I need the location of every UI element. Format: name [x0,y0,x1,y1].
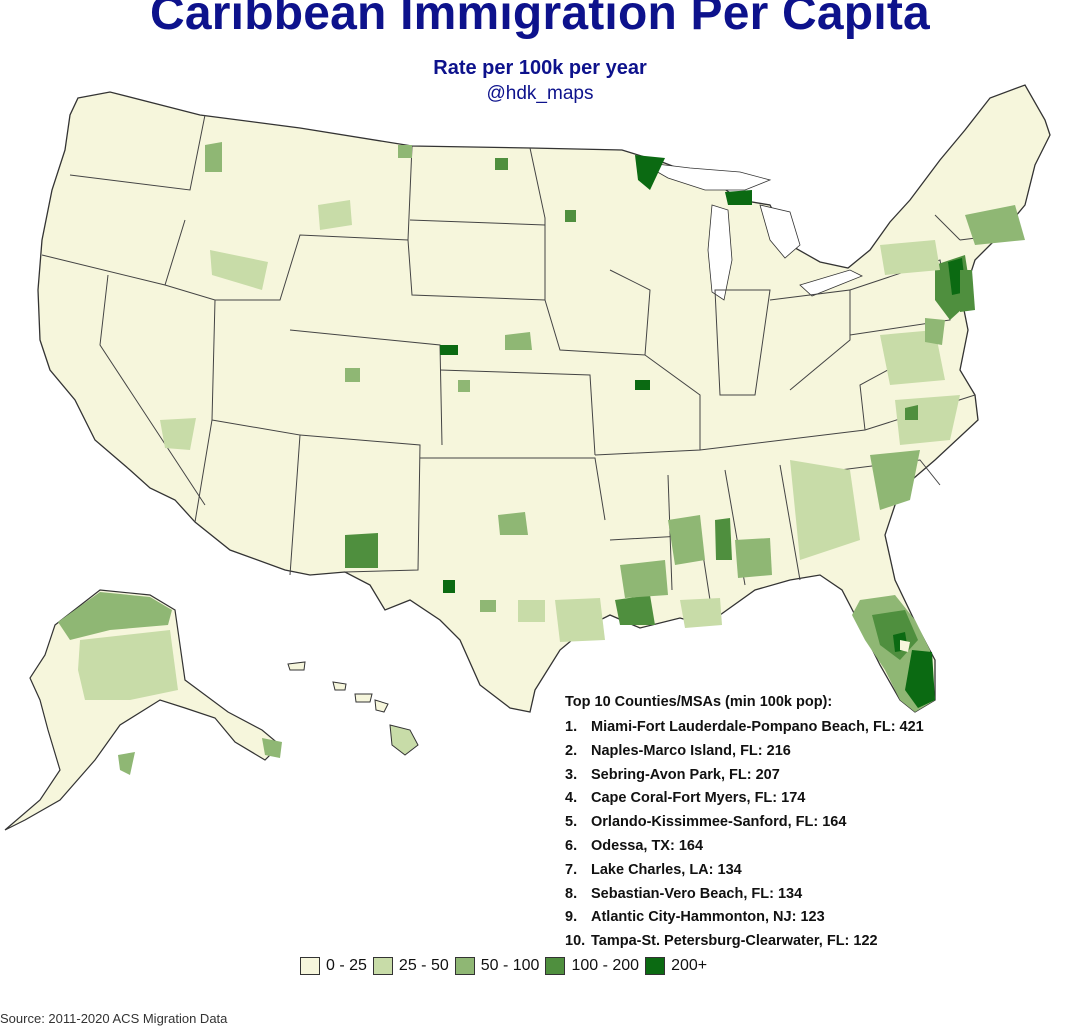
msa-entry: Odessa, TX: 164 [591,837,704,854]
legend-item: 200+ [645,957,707,975]
msa-entry: Cape Coral-Fort Myers, FL: 174 [591,790,806,807]
list-item: 2. Naples-Marco Island, FL: 216 [565,740,985,764]
alaska-kodiak [118,752,135,775]
source-note: Source: 2011-2020 ACS Migration Data [0,1011,228,1026]
msa-entry: Atlantic City-Hammonton, NJ: 123 [591,909,825,926]
county-shading [160,142,1025,712]
top-ten-list: 1. Miami-Fort Lauderdale-Pompano Beach, F… [565,716,985,954]
alaska-land [4,589,281,831]
lake-superior [639,161,772,191]
legend-swatch [454,957,475,975]
msa-entry: Orlando-Kissimmee-Sanford, FL: 164 [591,814,847,831]
list-item: 3. Sebring-Avon Park, FL: 207 [565,764,985,788]
state-borders [41,114,1011,601]
legend-item: 100 - 200 [545,957,639,975]
list-item: 6. Odessa, TX: 164 [565,835,985,859]
map-subtitle: Rate per 100k per year [433,57,647,79]
list-item: 7. Lake Charles, LA: 134 [565,859,985,883]
rank-number: 7. [565,861,578,878]
top-ten-panel: Top 10 Counties/MSAs (min 100k pop): 1. M… [565,692,985,954]
lake-huron [759,204,801,259]
list-item: 10. Tampa-St. Petersburg-Clearwater, FL: … [565,930,985,954]
rank-number: 5. [565,814,578,831]
legend-label: 0 - 25 [326,957,367,974]
map-legend: 0 - 25 25 - 50 50 - 100 100 - 200 200+ [300,955,713,977]
legend-item: 0 - 25 [300,957,367,975]
legend-label: 25 - 50 [398,957,449,974]
list-item: 8. Sebastian-Vero Beach, FL: 134 [565,883,985,907]
legend-item: 50 - 100 [454,957,540,975]
author-handle: @hdk_maps [486,83,594,104]
msa-entry: Miami-Fort Lauderdale-Pompano Beach, FL:… [591,719,924,735]
rank-number: 9. [565,909,578,926]
alaska-north-slope [58,592,172,640]
rank-number: 2. [565,742,578,759]
rank-number: 3. [565,766,578,783]
list-item: 5. Orlando-Kissimmee-Sanford, FL: 164 [565,811,985,835]
list-item: 4. Cape Coral-Fort Myers, FL: 174 [565,787,985,811]
list-item: 1. Miami-Fort Lauderdale-Pompano Beach, F… [565,716,985,740]
list-item: 9. Atlantic City-Hammonton, NJ: 123 [565,906,985,930]
map-title: Caribbean Immigration Per Capita [150,0,930,40]
msa-entry: Tampa-St. Petersburg-Clearwater, FL: 122 [591,933,878,950]
legend-swatch [372,957,393,975]
lake-erie [799,269,863,297]
msa-entry: Sebastian-Vero Beach, FL: 134 [591,885,803,902]
alaska-juneau [262,738,282,758]
legend-item: 25 - 50 [372,957,449,975]
rank-number: 1. [565,719,578,735]
rank-number: 8. [565,885,578,902]
legend-swatch [300,957,320,975]
legend-swatch [545,957,566,975]
hawaii-islands [287,661,419,756]
rank-number: 10. [565,933,586,950]
rank-number: 4. [565,790,578,807]
rank-number: 6. [565,837,578,854]
legend-label: 50 - 100 [480,957,540,974]
msa-entry: Naples-Marco Island, FL: 216 [591,742,791,759]
legend-label: 100 - 200 [571,957,640,974]
legend-label: 200+ [671,957,708,974]
msa-entry: Sebring-Avon Park, FL: 207 [591,766,780,783]
msa-entry: Lake Charles, LA: 134 [591,861,742,878]
lake-michigan [707,204,733,301]
legend-swatch [645,957,666,975]
top-ten-heading: Top 10 Counties/MSAs (min 100k pop): [565,694,833,710]
alaska-interior [78,630,178,700]
